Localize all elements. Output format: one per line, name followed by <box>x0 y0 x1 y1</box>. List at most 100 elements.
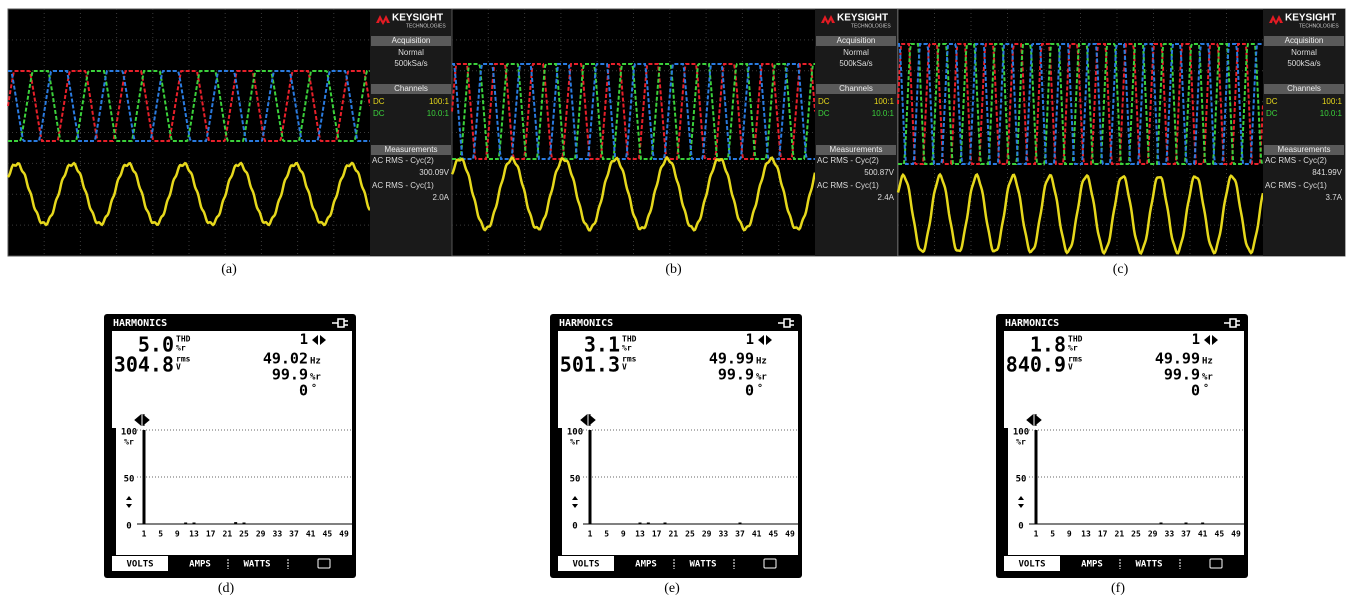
panel-header-label: Acquisition <box>837 36 876 45</box>
ch1-coupling: DC <box>818 97 830 106</box>
meas-label: AC RMS - Cyc(1) <box>1265 181 1327 190</box>
x-tick-label: 13 <box>635 530 645 539</box>
panel-header-label: Measurements <box>1278 145 1331 154</box>
meas-label: AC RMS - Cyc(2) <box>1265 156 1327 165</box>
panel-header-label: Channels <box>394 84 428 93</box>
x-tick-label: 1 <box>1034 530 1039 539</box>
thd-label: THD <box>622 335 637 344</box>
rms-unit: V <box>622 363 627 372</box>
brand-sub: TECHNOLOGIES <box>406 23 446 29</box>
x-tick-label: 29 <box>702 530 712 539</box>
harmonic-bar <box>143 430 146 524</box>
y-tick-label: 50 <box>570 475 581 485</box>
acq-mode: Normal <box>843 48 869 57</box>
tab-label: WATTS <box>1135 560 1162 570</box>
caption: (b) <box>665 262 682 277</box>
tab-label: WATTS <box>243 560 270 570</box>
brand-sub: TECHNOLOGIES <box>851 23 891 29</box>
percent-unit: %r <box>310 373 321 383</box>
thd-label: THD <box>176 335 191 344</box>
meas-value: 300.09V <box>419 168 449 177</box>
x-tick-label: 33 <box>1165 530 1175 539</box>
caption: (a) <box>221 262 237 277</box>
x-tick-label: 33 <box>719 530 729 539</box>
x-tick-label: 25 <box>685 530 695 539</box>
x-tick-label: 17 <box>1098 530 1108 539</box>
x-tick-label: 45 <box>323 530 333 539</box>
x-tick-label: 37 <box>735 530 745 539</box>
x-tick-label: 21 <box>669 530 679 539</box>
x-tick-label: 29 <box>1148 530 1158 539</box>
panel-header-label: Measurements <box>830 145 883 154</box>
tab-label: VOLTS <box>1018 560 1045 570</box>
phase: 0 <box>299 382 308 400</box>
ch1-probe: 100:1 <box>429 97 450 106</box>
y-unit: %r <box>1016 438 1026 447</box>
meas-value: 500.87V <box>864 168 894 177</box>
x-tick-label: 13 <box>1081 530 1091 539</box>
x-tick-label: 9 <box>621 530 626 539</box>
x-tick-label: 9 <box>1067 530 1072 539</box>
x-tick-label: 49 <box>785 530 795 539</box>
frequency-unit: Hz <box>756 357 767 367</box>
meas-label: AC RMS - Cyc(1) <box>817 181 879 190</box>
y-tick-label: 100 <box>1013 428 1029 438</box>
caption: (e) <box>664 581 680 596</box>
harmonic-number: 1 <box>1192 332 1200 348</box>
x-tick-label: 21 <box>1115 530 1125 539</box>
x-tick-label: 45 <box>1215 530 1225 539</box>
figure: KEYSIGHTTECHNOLOGIESAcquisitionNormal500… <box>0 0 1349 598</box>
panel-header-label: Acquisition <box>392 36 431 45</box>
meas-label: AC RMS - Cyc(2) <box>817 156 879 165</box>
meas-label: AC RMS - Cyc(1) <box>372 181 434 190</box>
harmonic-bar <box>1160 523 1163 525</box>
harmonic-bar <box>739 523 742 525</box>
y-unit: %r <box>570 438 580 447</box>
harmonic-bar <box>664 523 667 525</box>
x-tick-label: 37 <box>1181 530 1191 539</box>
rms-value: 304.8 <box>114 353 174 377</box>
x-tick-label: 17 <box>206 530 216 539</box>
x-tick-label: 49 <box>1231 530 1241 539</box>
harmonic-bar <box>647 523 650 525</box>
ch2-coupling: DC <box>818 109 830 118</box>
y-tick-label: 50 <box>124 475 135 485</box>
meas-value: 2.0A <box>433 193 450 202</box>
rms-value: 501.3 <box>560 353 620 377</box>
harmonic-number: 1 <box>300 332 308 348</box>
x-tick-label: 5 <box>604 530 609 539</box>
x-tick-label: 1 <box>142 530 147 539</box>
x-tick-label: 21 <box>223 530 233 539</box>
analyzer: HARMONICS5.0THD%r304.8rmsV149.02Hz99.9%r… <box>104 314 356 578</box>
y-tick-label: 100 <box>567 428 583 438</box>
phase: 0 <box>1191 382 1200 400</box>
phase-unit: ° <box>1203 383 1209 394</box>
thd-label: THD <box>1068 335 1083 344</box>
side-panel: KEYSIGHTTECHNOLOGIES Acquisition Normal 500… <box>815 9 897 256</box>
ch1-coupling: DC <box>373 97 385 106</box>
x-tick-label: 41 <box>1198 530 1208 539</box>
percent-unit: %r <box>1202 373 1213 383</box>
panel-bg <box>815 9 897 256</box>
tab-label: WATTS <box>689 560 716 570</box>
thd-unit: %r <box>1068 344 1078 353</box>
y-tick-label: 100 <box>121 428 137 438</box>
harmonic-bar <box>1035 430 1038 524</box>
x-tick-label: 25 <box>1131 530 1141 539</box>
harmonic-bar <box>193 523 196 525</box>
meas-value: 3.7A <box>1326 193 1343 202</box>
ch1-probe: 100:1 <box>874 97 895 106</box>
brand: KEYSIGHT <box>837 13 888 24</box>
y-tick-label: 0 <box>126 522 131 532</box>
panel-header-label: Channels <box>839 84 873 93</box>
x-tick-label: 29 <box>256 530 266 539</box>
ch1-probe: 100:1 <box>1322 97 1343 106</box>
analyzer-title: HARMONICS <box>1005 318 1059 329</box>
x-tick-label: 49 <box>339 530 349 539</box>
analyzer-title: HARMONICS <box>559 318 613 329</box>
caption: (d) <box>218 581 235 596</box>
x-tick-label: 45 <box>769 530 779 539</box>
